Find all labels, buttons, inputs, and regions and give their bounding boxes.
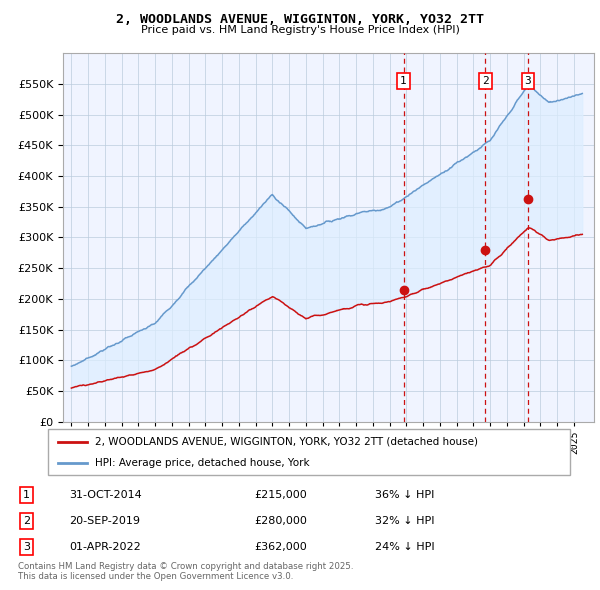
Text: 2, WOODLANDS AVENUE, WIGGINTON, YORK, YO32 2TT (detached house): 2, WOODLANDS AVENUE, WIGGINTON, YORK, YO… <box>95 437 478 447</box>
Text: 1: 1 <box>400 76 407 86</box>
Text: £362,000: £362,000 <box>254 542 307 552</box>
Text: HPI: Average price, detached house, York: HPI: Average price, detached house, York <box>95 458 310 468</box>
Text: 2: 2 <box>482 76 489 86</box>
Text: 32% ↓ HPI: 32% ↓ HPI <box>375 516 434 526</box>
Text: Contains HM Land Registry data © Crown copyright and database right 2025.
This d: Contains HM Land Registry data © Crown c… <box>18 562 353 581</box>
Text: 3: 3 <box>524 76 531 86</box>
Text: 2, WOODLANDS AVENUE, WIGGINTON, YORK, YO32 2TT: 2, WOODLANDS AVENUE, WIGGINTON, YORK, YO… <box>116 13 484 26</box>
Text: 2: 2 <box>23 516 30 526</box>
Text: 24% ↓ HPI: 24% ↓ HPI <box>375 542 434 552</box>
Text: 36% ↓ HPI: 36% ↓ HPI <box>375 490 434 500</box>
Text: £215,000: £215,000 <box>254 490 307 500</box>
Text: 01-APR-2022: 01-APR-2022 <box>70 542 142 552</box>
Text: 1: 1 <box>23 490 30 500</box>
Text: 31-OCT-2014: 31-OCT-2014 <box>70 490 142 500</box>
Text: 3: 3 <box>23 542 30 552</box>
FancyBboxPatch shape <box>48 429 570 475</box>
Text: Price paid vs. HM Land Registry's House Price Index (HPI): Price paid vs. HM Land Registry's House … <box>140 25 460 35</box>
Text: 20-SEP-2019: 20-SEP-2019 <box>70 516 140 526</box>
Text: £280,000: £280,000 <box>254 516 307 526</box>
